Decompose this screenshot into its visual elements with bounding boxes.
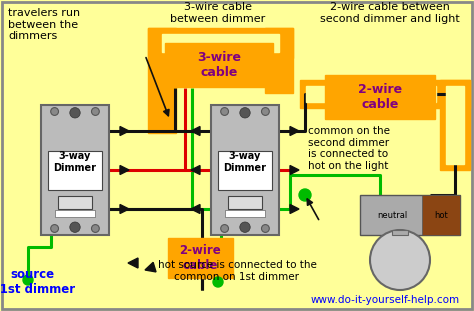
Polygon shape: [191, 165, 200, 174]
Text: hot source is connected to the
common on 1st dimmer: hot source is connected to the common on…: [157, 260, 317, 281]
Bar: [211, 105, 279, 235]
Bar: [58, 196, 92, 209]
Circle shape: [51, 225, 58, 232]
Circle shape: [221, 225, 228, 232]
Text: common on the
second dimmer
is connected to
hot on the light: common on the second dimmer is connected…: [308, 126, 390, 171]
Bar: [392, 230, 408, 235]
Bar: [168, 238, 233, 278]
Polygon shape: [145, 262, 156, 272]
Polygon shape: [128, 258, 138, 268]
Polygon shape: [191, 205, 200, 213]
Bar: [41, 105, 109, 235]
Circle shape: [299, 189, 311, 201]
Bar: [325, 75, 435, 119]
Circle shape: [23, 275, 33, 285]
Bar: [218, 151, 272, 189]
Text: hot: hot: [434, 211, 448, 220]
Bar: [446, 86, 464, 164]
Bar: [148, 28, 293, 58]
Circle shape: [240, 222, 250, 232]
Bar: [306, 86, 436, 102]
Text: 3-wire cable
between dimmer: 3-wire cable between dimmer: [170, 2, 265, 24]
Circle shape: [213, 277, 223, 287]
Circle shape: [370, 230, 430, 290]
Text: 3-way
Dimmer: 3-way Dimmer: [224, 151, 266, 173]
Bar: [148, 28, 176, 133]
Bar: [162, 34, 279, 52]
Bar: [440, 80, 470, 170]
Bar: [225, 210, 265, 217]
Text: travelers run
between the
dimmers: travelers run between the dimmers: [8, 8, 80, 41]
Bar: [228, 196, 262, 209]
Circle shape: [262, 225, 269, 232]
Bar: [360, 195, 460, 235]
Text: 2-wire
cable: 2-wire cable: [179, 244, 221, 272]
Polygon shape: [191, 127, 200, 136]
Text: source
@1st dimmer: source @1st dimmer: [0, 268, 75, 296]
Polygon shape: [120, 165, 129, 174]
Circle shape: [262, 108, 269, 115]
Text: neutral: neutral: [377, 211, 407, 220]
Polygon shape: [120, 205, 129, 213]
Bar: [165, 43, 273, 87]
Circle shape: [91, 225, 99, 232]
Circle shape: [221, 108, 228, 115]
Bar: [422, 195, 460, 235]
Circle shape: [70, 222, 80, 232]
Circle shape: [70, 108, 80, 118]
Text: www.do-it-yourself-help.com: www.do-it-yourself-help.com: [310, 295, 460, 305]
Polygon shape: [290, 165, 299, 174]
Polygon shape: [290, 205, 299, 213]
Bar: [55, 210, 95, 217]
Polygon shape: [290, 127, 299, 136]
Text: 3-wire
cable: 3-wire cable: [197, 51, 241, 79]
Text: 2-wire
cable: 2-wire cable: [358, 83, 402, 111]
Text: 2-wire cable between
second dimmer and light: 2-wire cable between second dimmer and l…: [320, 2, 460, 24]
Circle shape: [91, 108, 99, 115]
Bar: [300, 80, 470, 108]
Circle shape: [51, 108, 58, 115]
Text: 3-way
Dimmer: 3-way Dimmer: [54, 151, 97, 173]
Polygon shape: [120, 127, 129, 136]
Bar: [48, 151, 102, 189]
Bar: [265, 28, 293, 93]
Circle shape: [240, 108, 250, 118]
